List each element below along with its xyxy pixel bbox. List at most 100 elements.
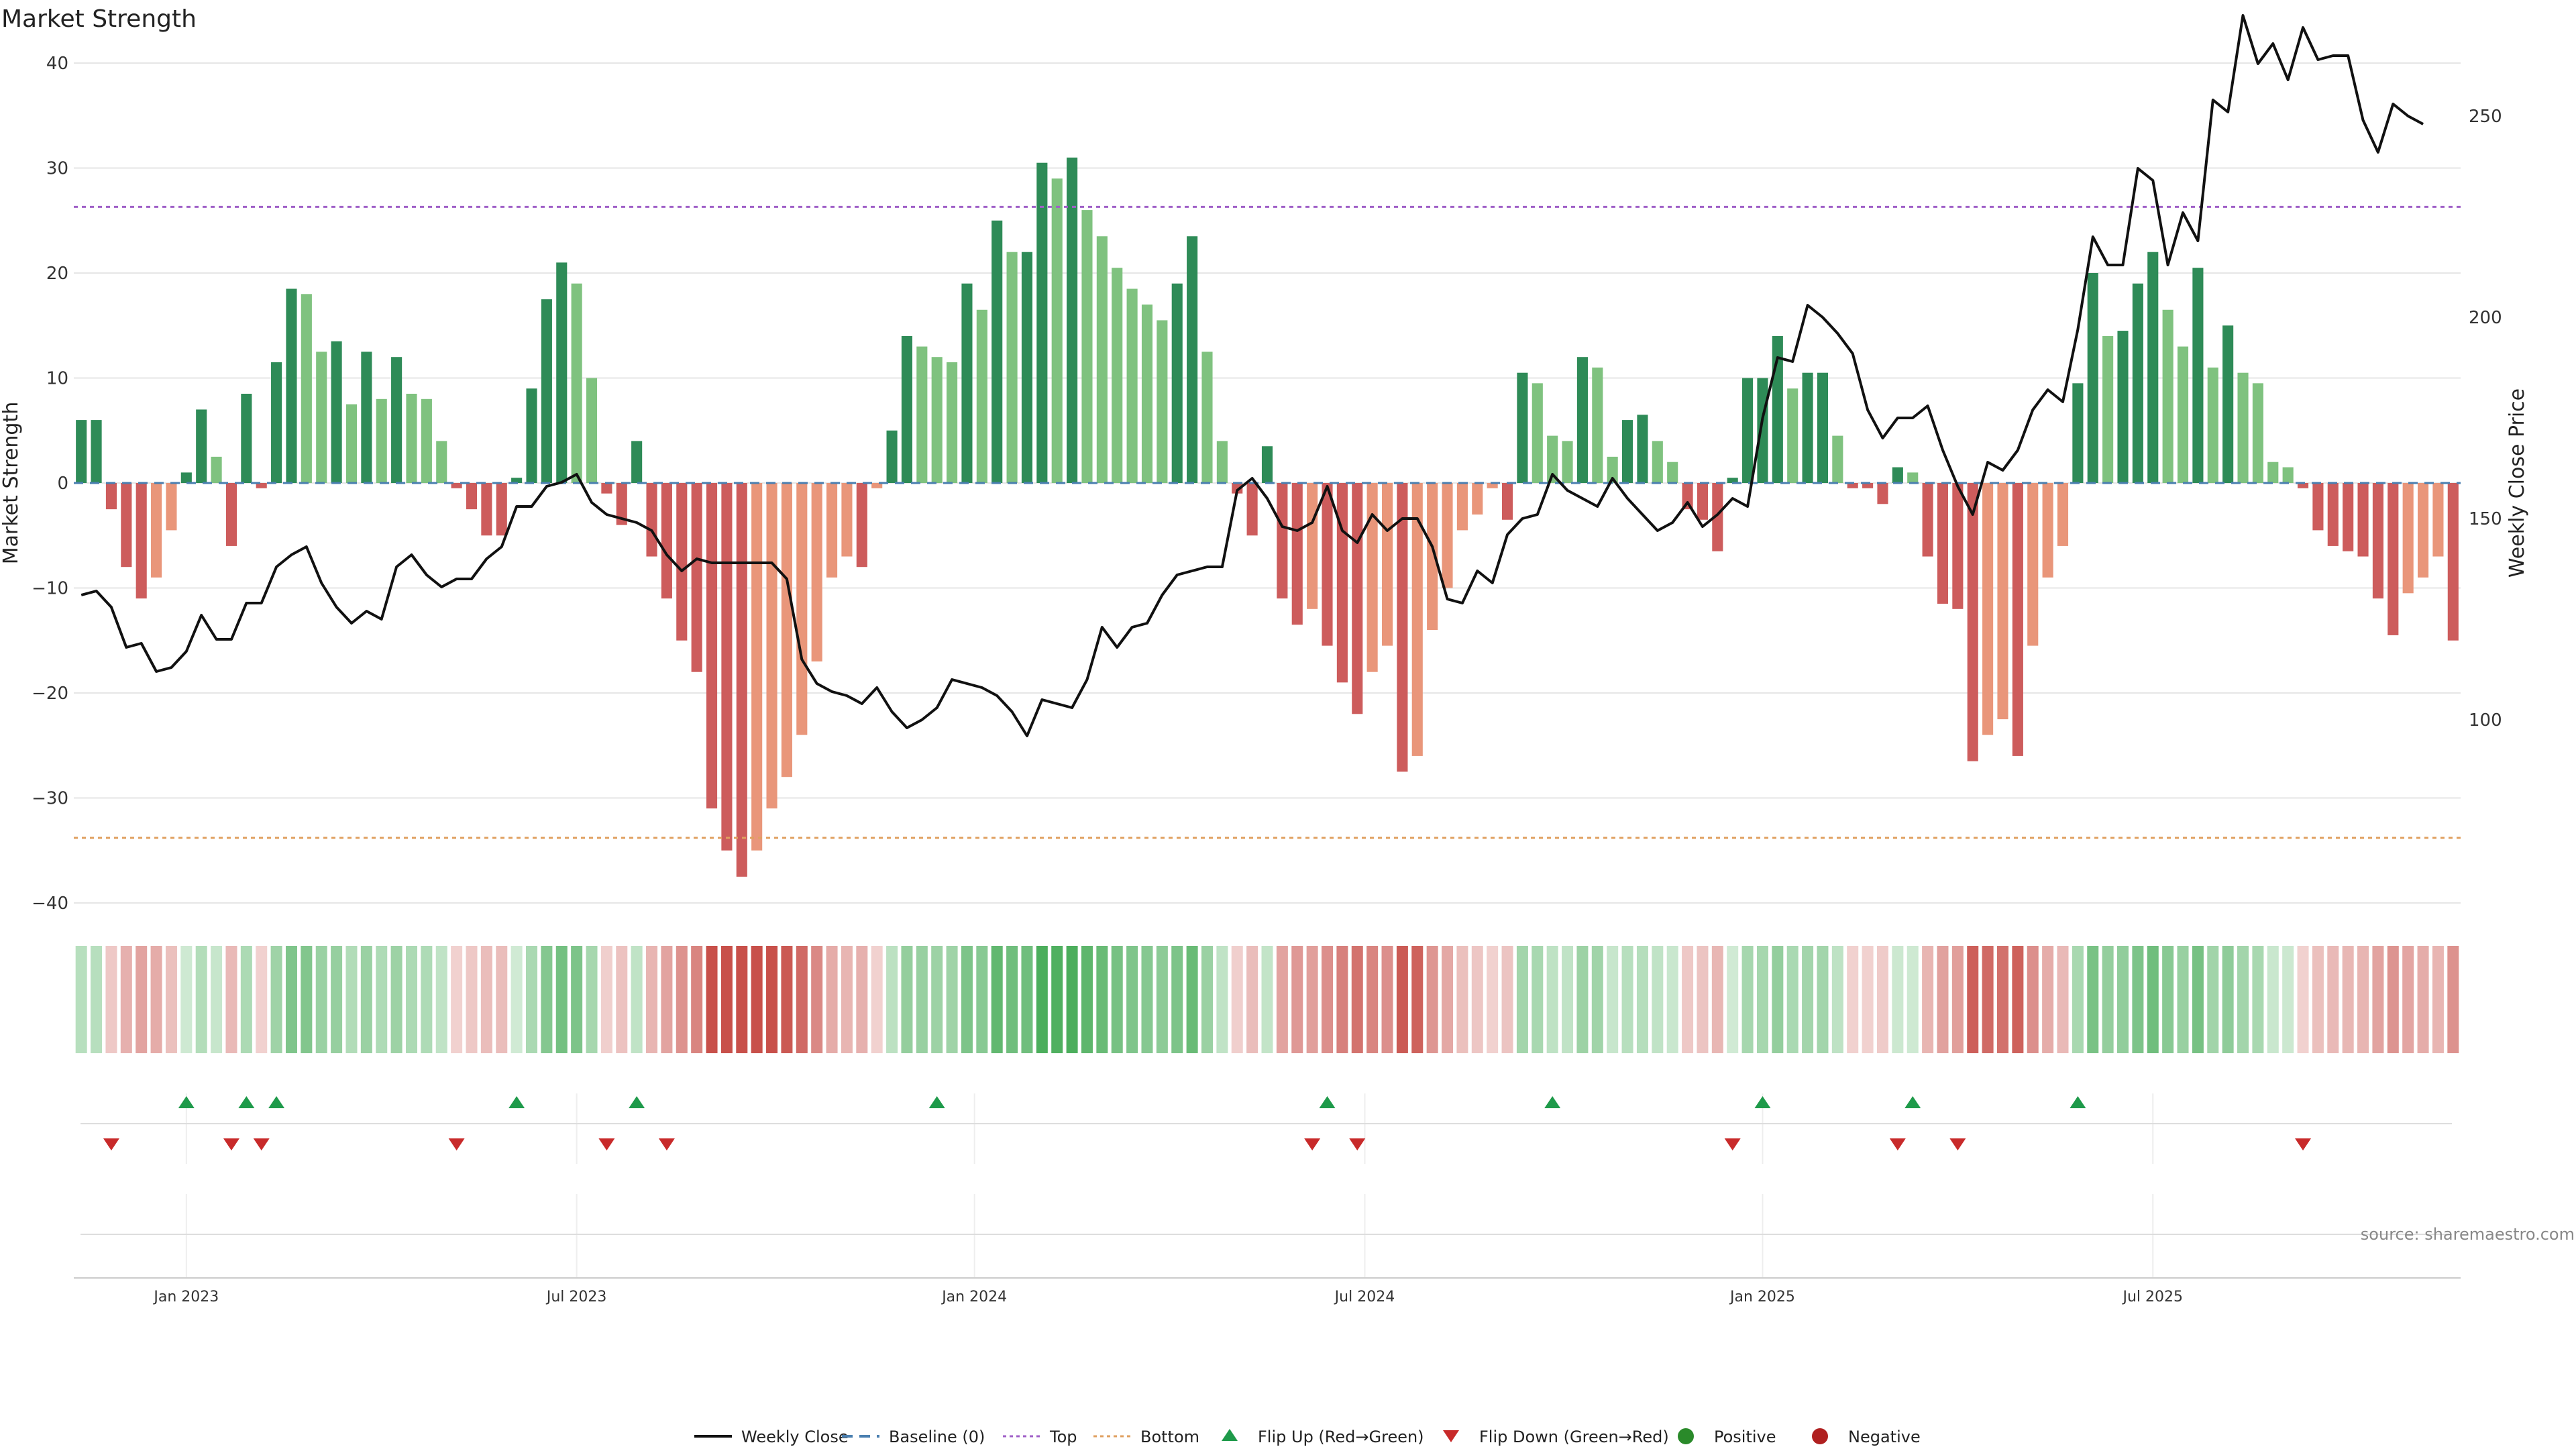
strength-bar xyxy=(211,456,222,483)
heat-cell xyxy=(1636,946,1648,1053)
strength-bar xyxy=(991,220,1003,483)
heat-cell xyxy=(1682,946,1694,1053)
y2-axis-label: Weekly Close Price xyxy=(2506,388,2529,578)
strength-bar xyxy=(331,341,342,483)
strength-bar xyxy=(1952,483,1964,609)
heat-cell xyxy=(105,946,117,1053)
heat-cell xyxy=(390,946,402,1053)
heat-cell xyxy=(136,946,148,1053)
strength-bar xyxy=(1547,435,1558,483)
flip-down-marker xyxy=(2295,1138,2312,1150)
strength-bar xyxy=(2072,383,2084,483)
y2-tick-label: 200 xyxy=(2469,308,2502,328)
legend-label: Flip Up (Red→Green) xyxy=(1258,1428,1424,1446)
strength-bar xyxy=(345,404,358,483)
heat-cell xyxy=(2117,946,2129,1053)
strength-bar xyxy=(676,483,688,641)
strength-bar xyxy=(1576,357,1588,483)
strength-bar xyxy=(2027,483,2039,646)
y-tick-label: 20 xyxy=(46,264,68,284)
strength-bar xyxy=(1157,320,1168,483)
strength-bar xyxy=(1261,446,1273,483)
heat-cell xyxy=(1006,946,1018,1053)
heat-cell xyxy=(991,946,1003,1053)
heat-cell xyxy=(301,946,313,1053)
heat-cell xyxy=(766,946,778,1053)
heat-cell xyxy=(1066,946,1078,1053)
heat-cell xyxy=(1111,946,1123,1053)
strength-bar xyxy=(1216,441,1228,483)
strength-bar xyxy=(301,294,312,483)
heat-cell xyxy=(886,946,898,1053)
strength-bar xyxy=(2147,252,2159,483)
strength-bar xyxy=(1171,283,1183,483)
strength-bar xyxy=(2087,273,2098,483)
legend-label: Weekly Close xyxy=(741,1428,849,1446)
x-tick-label: Jul 2025 xyxy=(2121,1289,2183,1305)
heat-cell xyxy=(1216,946,1228,1053)
heat-cell xyxy=(916,946,928,1053)
flip-down-marker xyxy=(1304,1138,1321,1150)
strength-bar xyxy=(1652,441,1663,483)
flip-down-marker xyxy=(223,1138,239,1150)
legend-label: Negative xyxy=(1848,1428,1921,1446)
heat-cell xyxy=(1591,946,1603,1053)
heat-cell xyxy=(1576,946,1589,1053)
strength-bar xyxy=(1336,483,1348,683)
strength-bar xyxy=(225,483,237,546)
heat-cell xyxy=(526,946,538,1053)
heat-cell xyxy=(1487,946,1499,1053)
heat-cell xyxy=(706,946,718,1053)
flip-up-marker xyxy=(1904,1096,1921,1108)
strength-bar xyxy=(2162,309,2174,483)
heat-cell xyxy=(1892,946,1904,1053)
heat-cell xyxy=(811,946,823,1053)
y-tick-label: 10 xyxy=(46,369,68,389)
strength-bar xyxy=(1141,304,1153,483)
strength-bar xyxy=(1112,268,1123,483)
strength-bar xyxy=(2237,372,2249,483)
strength-bar xyxy=(136,483,147,599)
strength-bar xyxy=(1922,483,1933,557)
strength-bar xyxy=(1667,462,1678,483)
strength-bar xyxy=(2192,268,2204,483)
strength-bar xyxy=(661,483,672,599)
strength-bar xyxy=(781,483,792,777)
heat-cell xyxy=(751,946,763,1053)
strength-bar xyxy=(271,362,282,483)
x-tick-label: Jan 2025 xyxy=(1729,1289,1795,1305)
heat-cell xyxy=(1831,946,1843,1053)
strength-bar xyxy=(1081,210,1093,483)
strength-bar xyxy=(1517,372,1528,483)
heat-cell xyxy=(2357,946,2369,1053)
strength-bar xyxy=(947,362,958,483)
heat-cell xyxy=(2222,946,2234,1053)
heat-cell xyxy=(541,946,553,1053)
x-tick-label: Jul 2023 xyxy=(545,1289,607,1305)
heat-cell xyxy=(496,946,508,1053)
strength-bar xyxy=(451,483,462,488)
strength-bar xyxy=(1366,483,1378,672)
strength-bar xyxy=(931,357,943,483)
heat-cell xyxy=(1246,946,1258,1053)
x-tick-label: Jan 2024 xyxy=(941,1289,1007,1305)
strength-bar xyxy=(1637,415,1648,483)
heat-cell xyxy=(435,946,447,1053)
heat-cell xyxy=(2027,946,2039,1053)
strength-bar xyxy=(2297,483,2309,488)
strength-bar xyxy=(406,393,417,483)
strength-bar xyxy=(1787,388,1799,483)
heat-cell xyxy=(586,946,598,1053)
strength-bar xyxy=(1742,378,1754,483)
heat-cell xyxy=(571,946,583,1053)
heat-cell xyxy=(180,946,193,1053)
heat-cell xyxy=(91,946,103,1053)
heat-cell xyxy=(1171,946,1183,1053)
y2-tick-label: 250 xyxy=(2469,107,2502,127)
legend-item: Flip Up (Red→Green) xyxy=(1222,1428,1424,1446)
heat-cell xyxy=(1532,946,1544,1053)
strength-bar xyxy=(1592,367,1603,483)
strength-bar xyxy=(751,483,763,851)
heat-cell xyxy=(1621,946,1633,1053)
heat-cell xyxy=(1786,946,1799,1053)
